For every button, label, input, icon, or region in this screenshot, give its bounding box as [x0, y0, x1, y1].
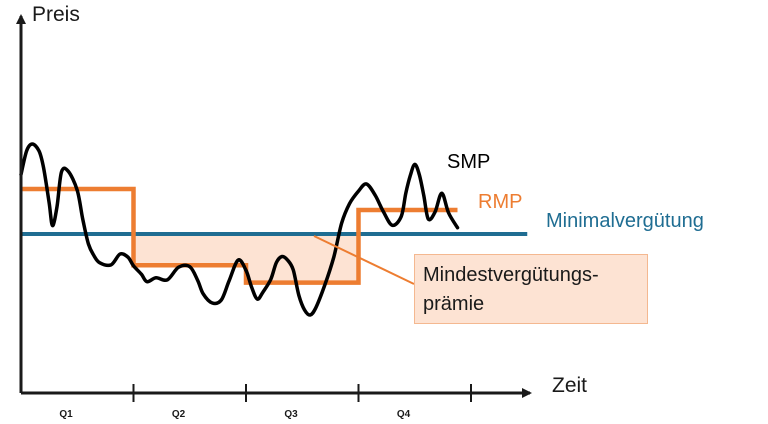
series-label-smp: SMP — [447, 151, 490, 173]
annotation-pointer — [313, 235, 415, 285]
x-tick-label: Q4 — [397, 409, 411, 420]
x-tick-label: Q2 — [172, 409, 186, 420]
annotation-box: Mindestvergütungs- prämie — [414, 254, 648, 324]
x-tick-label: Q1 — [59, 409, 73, 420]
x-tick-label: Q3 — [284, 409, 298, 420]
annotation-text-line-1: Mindestvergütungs- — [423, 264, 599, 286]
series-label-rmp: RMP — [478, 191, 522, 213]
y-axis-label: Preis — [32, 3, 80, 26]
series-line-smp — [19, 142, 460, 317]
annotation-text-line-2: prämie — [423, 293, 485, 315]
premium-shaded-area — [133, 234, 359, 283]
x-axis-label: Zeit — [552, 374, 587, 397]
series-label-minimalverguetung: Minimalvergütung — [546, 210, 704, 232]
